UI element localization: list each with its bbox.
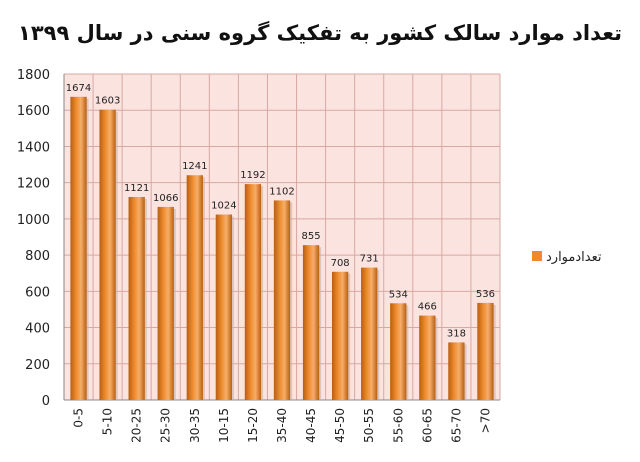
x-tick-label: 45-50 [333,408,347,443]
chart-title: تعداد موارد سالک کشور به تفکیک گروه سنی … [18,20,622,45]
bar [419,315,436,400]
x-tick-label: 40-45 [304,408,318,443]
bar [477,302,494,400]
y-tick-label: 1600 [17,104,50,119]
x-tick-label: 30-35 [188,408,202,443]
x-tick-label: 60-65 [420,408,434,443]
bar [448,342,465,400]
data-label: 536 [476,289,495,300]
data-label: 708 [331,258,350,269]
y-tick-label: 800 [25,249,50,264]
y-tick-label: 600 [25,285,50,300]
data-label: 1121 [124,183,149,194]
bar [331,271,349,400]
x-tick-label: 55-60 [391,408,405,443]
y-tick-label: 400 [25,322,50,337]
x-tick-label: 5-10 [101,408,115,435]
x-tick-label: 50-55 [362,408,376,443]
y-tick-label: 0 [42,394,50,409]
x-tick-label: 25-30 [159,408,173,443]
bar [70,96,87,400]
bar [273,200,291,400]
bar [302,245,320,400]
data-label: 1192 [240,170,265,181]
y-tick-label: 1000 [17,213,50,228]
bar [157,206,174,400]
legend: تعدادموارد [532,250,602,265]
data-label: 1241 [182,161,207,172]
y-tick-label: 200 [25,358,50,373]
x-tick-label: 35-40 [275,408,289,443]
legend-swatch [532,251,542,261]
data-label: 1102 [269,186,294,197]
bar [186,175,203,400]
y-tick-label: 1400 [17,140,50,155]
data-label: 855 [302,231,321,242]
x-tick-label: 10-15 [217,408,231,443]
data-label: 1024 [211,201,236,212]
data-label: 466 [418,302,437,313]
data-label: 1066 [153,193,178,204]
bar [128,196,145,400]
data-label: 534 [389,289,408,300]
y-tick-label: 1800 [17,68,50,83]
data-label: 1603 [95,96,120,107]
data-label: 1674 [66,83,91,94]
x-tick-label: 20-25 [130,408,144,443]
x-tick-label: 65-70 [449,408,463,443]
data-label: 318 [447,328,466,339]
legend-label: تعدادموارد [546,250,602,265]
bar [244,184,262,400]
bar [361,267,378,400]
y-tick-label: 1200 [17,177,50,192]
x-tick-label: 0-5 [72,408,86,428]
bar [390,303,407,400]
bar [215,214,233,400]
data-label: 731 [360,254,379,265]
x-tick-label: 15-20 [246,408,260,443]
x-tick-label: >70 [478,408,492,433]
bar [99,109,116,400]
